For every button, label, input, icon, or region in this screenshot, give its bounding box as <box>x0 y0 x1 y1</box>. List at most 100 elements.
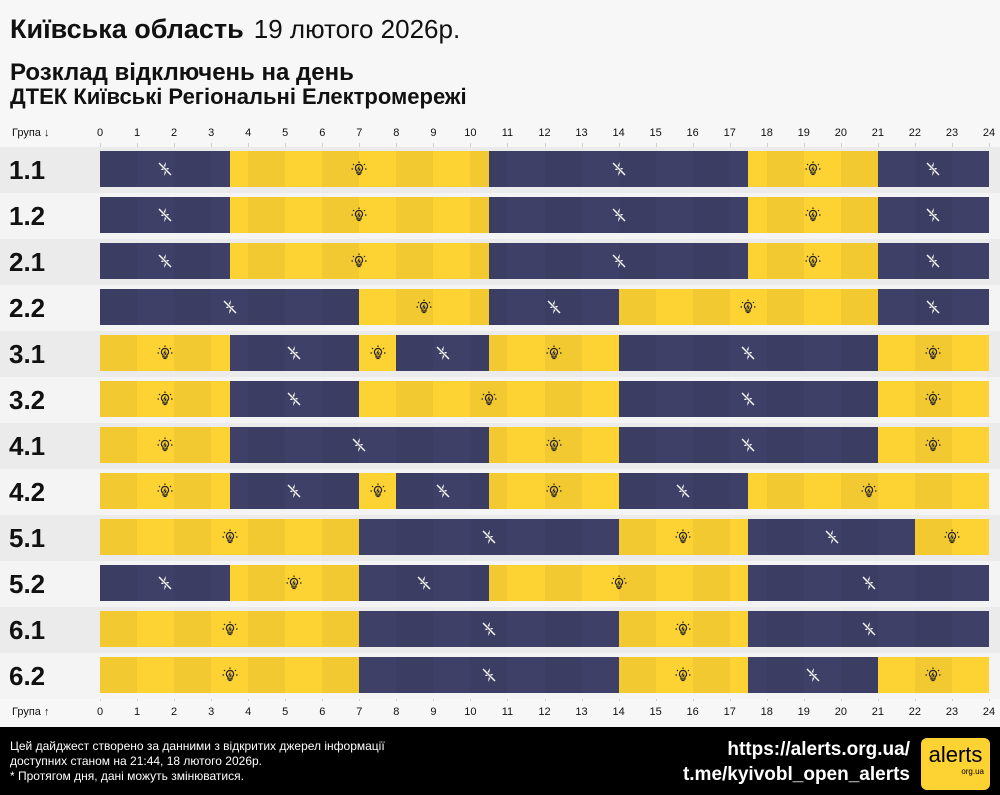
power-off-icon <box>924 206 942 224</box>
hour-tick: 22 <box>908 706 922 718</box>
group-timeline <box>100 657 989 693</box>
lightbulb-icon <box>369 344 387 362</box>
telegram-link[interactable]: t.me/kyivobl_open_alerts <box>682 764 910 785</box>
group-row: 4.1 <box>0 423 1000 469</box>
lightbulb-icon <box>804 252 822 270</box>
group-timeline <box>100 381 989 417</box>
hour-tick: 17 <box>723 127 736 139</box>
group-timeline <box>100 197 989 233</box>
power-off-icon <box>823 528 841 546</box>
hour-tick: 15 <box>649 127 662 139</box>
group-name: 2.2 <box>9 293 46 323</box>
group-row: 1.1 <box>0 147 1000 193</box>
group-label-top: Група ↓ <box>12 127 50 139</box>
hour-axis-top: Група ↓ 0 1 2 3 4 5 6 7 8 9 10 11 12 13 14 15 16 17 18 19 20 2… <box>0 122 1000 146</box>
lightbulb-icon <box>350 252 368 270</box>
group-row: 6.1 <box>0 607 1000 653</box>
lightbulb-icon <box>350 206 368 224</box>
hour-tick: 15 <box>649 706 662 718</box>
disclaimer-line: доступних станом на 21:44, 18 лютого 202… <box>10 754 262 768</box>
hour-tick: 24 <box>982 127 996 139</box>
hour-tick: 13 <box>575 127 588 139</box>
group-timeline <box>100 289 989 325</box>
hour-tick: 14 <box>612 127 625 139</box>
hour-tick: 4 <box>245 706 252 718</box>
lightbulb-icon <box>545 482 563 500</box>
hour-tick: 9 <box>430 706 437 718</box>
power-off-icon <box>739 390 757 408</box>
hour-tick: 11 <box>501 127 514 139</box>
hour-tick: 21 <box>871 706 884 718</box>
hour-tick: 1 <box>133 706 141 718</box>
group-name: 6.2 <box>9 661 46 691</box>
hour-tick: 8 <box>393 127 400 139</box>
group-timeline <box>100 519 989 555</box>
hour-tick: 20 <box>834 127 847 139</box>
region-title: Київська область <box>10 14 244 44</box>
lightbulb-icon <box>804 206 822 224</box>
power-off-icon <box>156 574 174 592</box>
lightbulb-icon <box>156 482 174 500</box>
power-off-icon <box>480 620 498 638</box>
power-off-icon <box>610 160 628 178</box>
lightbulb-icon <box>285 574 303 592</box>
group-row: 6.2 <box>0 653 1000 699</box>
group-name: 5.2 <box>9 569 46 599</box>
page-title: Київська область 19 лютого 2026р. <box>10 14 460 45</box>
power-off-icon <box>674 482 692 500</box>
lightbulb-icon <box>156 344 174 362</box>
power-off-icon <box>480 528 498 546</box>
logo-text: alerts <box>928 742 983 767</box>
power-off-icon <box>610 206 628 224</box>
power-off-icon <box>434 482 452 500</box>
power-off-icon <box>860 620 878 638</box>
hour-tick: 18 <box>760 127 773 139</box>
power-off-icon <box>434 344 452 362</box>
lightbulb-icon <box>350 160 368 178</box>
hour-tick: 13 <box>575 706 588 718</box>
hour-tick: 2 <box>171 127 178 139</box>
hour-tick: 3 <box>208 127 215 139</box>
hour-axis-bottom: Група ↑ 0 1 2 3 4 5 6 7 8 9 10 11 12 13 14 15 16 17 18 19 20 2… <box>0 701 1000 725</box>
lightbulb-icon <box>924 344 942 362</box>
power-off-icon <box>739 436 757 454</box>
power-off-icon <box>860 574 878 592</box>
power-off-icon <box>285 344 303 362</box>
hour-tick: 20 <box>834 706 847 718</box>
company-name: ДТЕК Київські Регіональні Електромережі <box>10 84 467 109</box>
hour-tick: 17 <box>723 706 736 718</box>
hour-tick: 9 <box>430 127 437 139</box>
power-off-icon <box>285 390 303 408</box>
lightbulb-icon <box>924 390 942 408</box>
website-link[interactable]: https://alerts.org.ua/ <box>727 739 910 760</box>
group-timeline <box>100 427 989 463</box>
lightbulb-icon <box>156 390 174 408</box>
disclaimer-line: * Протягом дня, дані можуть змінюватися. <box>10 769 244 783</box>
group-row: 4.2 <box>0 469 1000 515</box>
hour-tick: 16 <box>686 127 699 139</box>
hour-tick: 7 <box>356 706 363 718</box>
hour-tick: 21 <box>871 127 884 139</box>
power-off-icon <box>156 252 174 270</box>
power-off-icon <box>924 160 942 178</box>
disclaimer-line: Цей дайджест створено за данними з відкр… <box>10 739 385 753</box>
group-row: 5.1 <box>0 515 1000 561</box>
group-timeline <box>100 151 989 187</box>
lightbulb-icon <box>610 574 628 592</box>
group-row: 3.2 <box>0 377 1000 423</box>
hour-tick: 2 <box>171 706 178 718</box>
hour-tick: 19 <box>797 706 810 718</box>
lightbulb-icon <box>221 528 239 546</box>
hour-tick: 5 <box>282 127 289 139</box>
hour-tick: 0 <box>96 706 104 718</box>
lightbulb-icon <box>545 344 563 362</box>
group-name: 1.2 <box>9 201 46 231</box>
lightbulb-icon <box>943 528 961 546</box>
power-off-icon <box>156 160 174 178</box>
power-off-icon <box>924 298 942 316</box>
hour-tick: 0 <box>96 127 104 139</box>
footer: Цей дайджест створено за данними з відкр… <box>0 727 1000 795</box>
group-row: 2.2 <box>0 285 1000 331</box>
hour-tick: 16 <box>686 706 699 718</box>
lightbulb-icon <box>369 482 387 500</box>
